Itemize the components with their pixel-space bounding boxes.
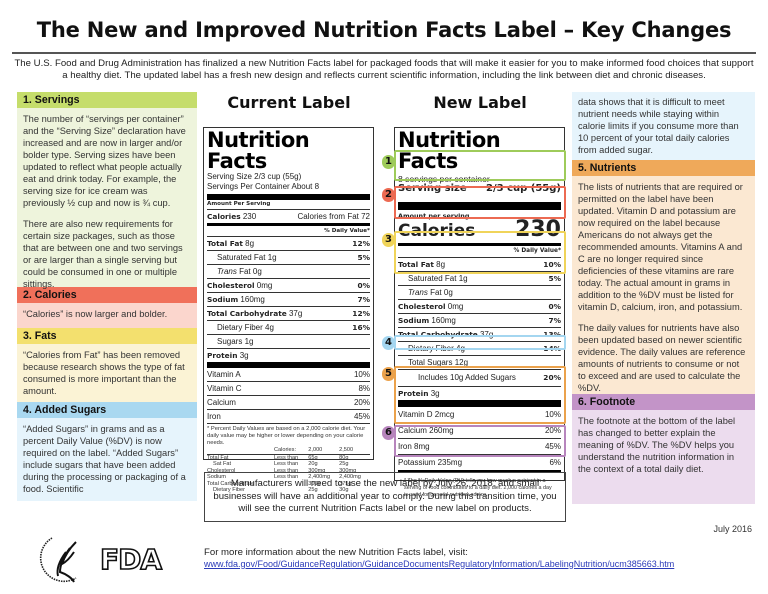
vitamin-row: Potassium 235mg 6% — [398, 454, 561, 470]
nutrient-row: Cholesterol 0mg 0% — [207, 278, 370, 292]
divider-medium — [207, 223, 370, 226]
section-footnote: 6. Footnote The footnote at the bottom o… — [572, 394, 755, 504]
nutrient-row: Sodium 160mg 7% — [398, 313, 561, 327]
divider-medium — [398, 243, 561, 246]
calories-value: 230 — [242, 211, 257, 221]
divider-thick — [398, 400, 561, 407]
badge-6: 6 — [382, 426, 395, 440]
label-title: Nutrition Facts — [207, 128, 310, 173]
nutrient-row: Dietary Fiber 4g 16% — [207, 320, 370, 334]
nutrient-row: Total Sugars 12g — [398, 355, 561, 369]
section-added-sugars-continued: data shows that it is difficult to meet … — [572, 92, 755, 160]
vitamin-row: Iron 8mg 45% — [398, 438, 561, 454]
current-nutrition-label: Nutrition Facts Serving Size 2/3 cup (55… — [203, 127, 374, 493]
section-nutrients: 5. Nutrients The lists of nutrients that… — [572, 160, 755, 394]
section-text: “Calories” is now larger and bolder. — [23, 309, 168, 319]
nutrient-row: Saturated Fat 1g 5% — [207, 250, 370, 264]
divider-thick — [398, 202, 561, 210]
section-heading: 5. Nutrients — [572, 160, 755, 176]
section-heading: 6. Footnote — [572, 394, 755, 410]
nutrient-row-added-sugars: Includes 10g Added Sugars 20% — [398, 369, 561, 386]
highlight-added-sugars — [394, 335, 566, 350]
highlight-nutrients — [394, 366, 566, 424]
section-heading: 4. Added Sugars — [17, 402, 197, 418]
section-text: The number of “servings per container” a… — [23, 114, 186, 208]
nutrient-row: Saturated Fat 1g 5% — [398, 271, 561, 285]
label-footnote: * Percent Daily Values are based on a 2,… — [207, 423, 370, 447]
compliance-notice: Manufacturers will need to use the new l… — [204, 472, 566, 522]
nutrient-row: Sugars 1g — [207, 334, 370, 348]
intro-text: The U.S. Food and Drug Administration ha… — [14, 58, 754, 81]
badge-2: 2 — [382, 188, 395, 202]
badge-5: 5 — [382, 367, 395, 381]
section-text: “Calories from Fat” has been removed bec… — [23, 350, 185, 396]
nutrient-row: Sodium 160mg 7% — [207, 292, 370, 306]
section-text: The footnote at the bottom of the label … — [578, 416, 736, 474]
highlight-fats — [394, 231, 566, 274]
more-info: For more information about the new Nutri… — [204, 547, 674, 570]
dv-reference-table: Calories: 2,000 2,500 Total Fat Less than 65… — [207, 447, 370, 494]
amount-per-serving: Amount per serving — [398, 212, 470, 220]
calories-from-fat: Calories from Fat 72 — [297, 211, 370, 221]
more-info-text: For more information about the new Nutri… — [204, 547, 468, 558]
calories-label: Calories — [207, 211, 241, 221]
section-text: The lists of nutrients that are required… — [578, 182, 743, 312]
label-title: Nutrition Facts — [398, 128, 501, 173]
nutrient-row: Total Fat 8g 10% — [398, 257, 561, 271]
section-text: The daily values for nutrients have also… — [578, 323, 746, 393]
page-title: The New and Improved Nutrition Facts Lab… — [36, 18, 732, 42]
section-heading: 3. Fats — [17, 328, 197, 344]
vitamin-row: Calcium 20% — [207, 395, 370, 409]
fda-logo: FDA — [99, 543, 163, 576]
nutrient-row: Protein 3g — [207, 348, 370, 362]
nutrient-row: Protein 3g — [398, 386, 561, 400]
label-footnote: * The % Daily Value (DV) tells you how m… — [398, 470, 561, 499]
section-heading: 2. Calories — [17, 287, 197, 303]
badge-4: 4 — [382, 336, 395, 350]
nutrient-row: Total Carbohydrate 37g 13% — [398, 327, 561, 341]
section-fats: 3. Fats “Calories from Fat” has been rem… — [17, 328, 197, 402]
badge-3: 3 — [382, 233, 395, 247]
section-text: “Added Sugars” in grams and as a percent… — [23, 424, 186, 494]
vitamin-row: Vitamin A 10% — [207, 369, 370, 379]
serving-size: Serving Size 2/3 cup (55g) — [207, 172, 302, 181]
vitamin-row: Vitamin D 2mcg 10% — [398, 409, 561, 419]
vitamin-row: Vitamin C 8% — [207, 381, 370, 395]
badge-1: 1 — [382, 155, 395, 169]
right-column: data shows that it is difficult to meet … — [572, 92, 755, 504]
highlight-calories — [394, 186, 566, 219]
highlight-servings — [394, 150, 566, 181]
vitamin-row: Iron 45% — [207, 409, 370, 423]
divider-thick — [207, 362, 370, 368]
section-added-sugars: 4. Added Sugars “Added Sugars” in grams … — [17, 402, 197, 501]
nutrient-row: Total Carbohydrate 37g 12% — [207, 306, 370, 320]
divider-thick — [207, 194, 370, 200]
section-calories: 2. Calories “Calories” is now larger and… — [17, 287, 197, 328]
section-text: There are also new requirements for cert… — [23, 219, 183, 289]
servings-per-container: Servings Per Container About 8 — [207, 182, 320, 191]
logos: FDA — [30, 532, 170, 588]
hhs-seal-icon — [39, 537, 77, 583]
section-heading: 1. Servings — [17, 92, 197, 108]
nutrient-row: Trans Fat 0g — [207, 264, 370, 278]
nutrient-row: Cholesterol 0mg 0% — [398, 299, 561, 313]
publication-date: July 2016 — [713, 524, 752, 534]
current-label-heading: Current Label — [227, 93, 351, 112]
nutrient-row: Total Fat 8g 12% — [207, 236, 370, 250]
highlight-footnote — [394, 425, 566, 457]
section-servings: 1. Servings The number of “servings per … — [17, 92, 197, 289]
serving-size-value: 2/3 cup (55g) — [486, 183, 561, 194]
fda-link[interactable]: www.fda.gov/Food/GuidanceRegulation/Guid… — [204, 558, 675, 569]
serving-size-label: Serving size — [398, 183, 467, 194]
new-label-heading: New Label — [433, 93, 527, 112]
dv-header: % Daily Value* — [513, 248, 561, 254]
dv-header: % Daily Value* — [324, 228, 370, 234]
left-column: 1. Servings The number of “servings per … — [17, 92, 197, 501]
nutrient-row: Trans Fat 0g — [398, 285, 561, 299]
amount-per-serving: Amount Per Serving — [207, 201, 271, 207]
title-divider — [12, 52, 756, 54]
calories-value: 230 — [515, 217, 561, 242]
section-text: data shows that it is difficult to meet … — [578, 97, 739, 155]
